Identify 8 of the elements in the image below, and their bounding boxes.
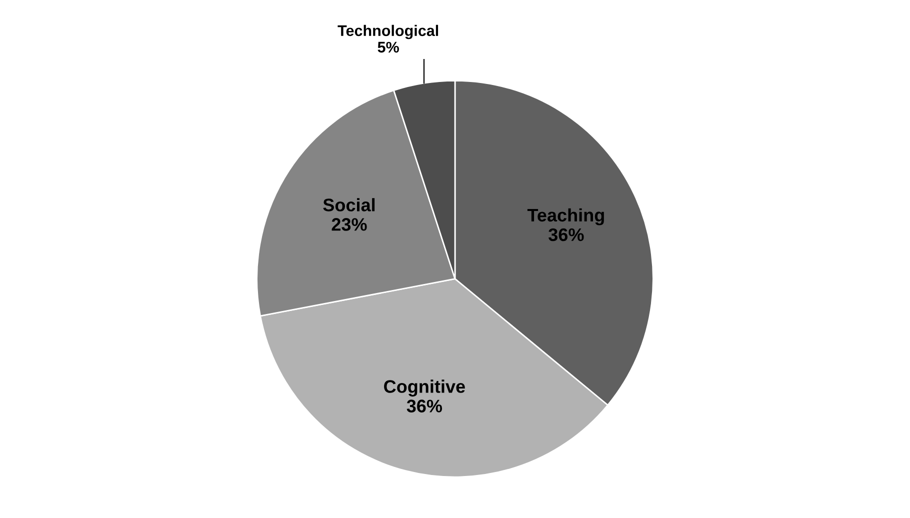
slice-label: Technological	[338, 24, 438, 40]
data-label: 23%	[332, 218, 367, 231]
data-label: 36%	[406, 400, 442, 412]
slice-label: Social	[323, 198, 375, 212]
data-label: 5%	[378, 42, 399, 53]
data-label: 36%	[548, 228, 584, 242]
slice-label: Cognitive	[384, 380, 465, 397]
slice-label: Teaching	[527, 208, 604, 226]
